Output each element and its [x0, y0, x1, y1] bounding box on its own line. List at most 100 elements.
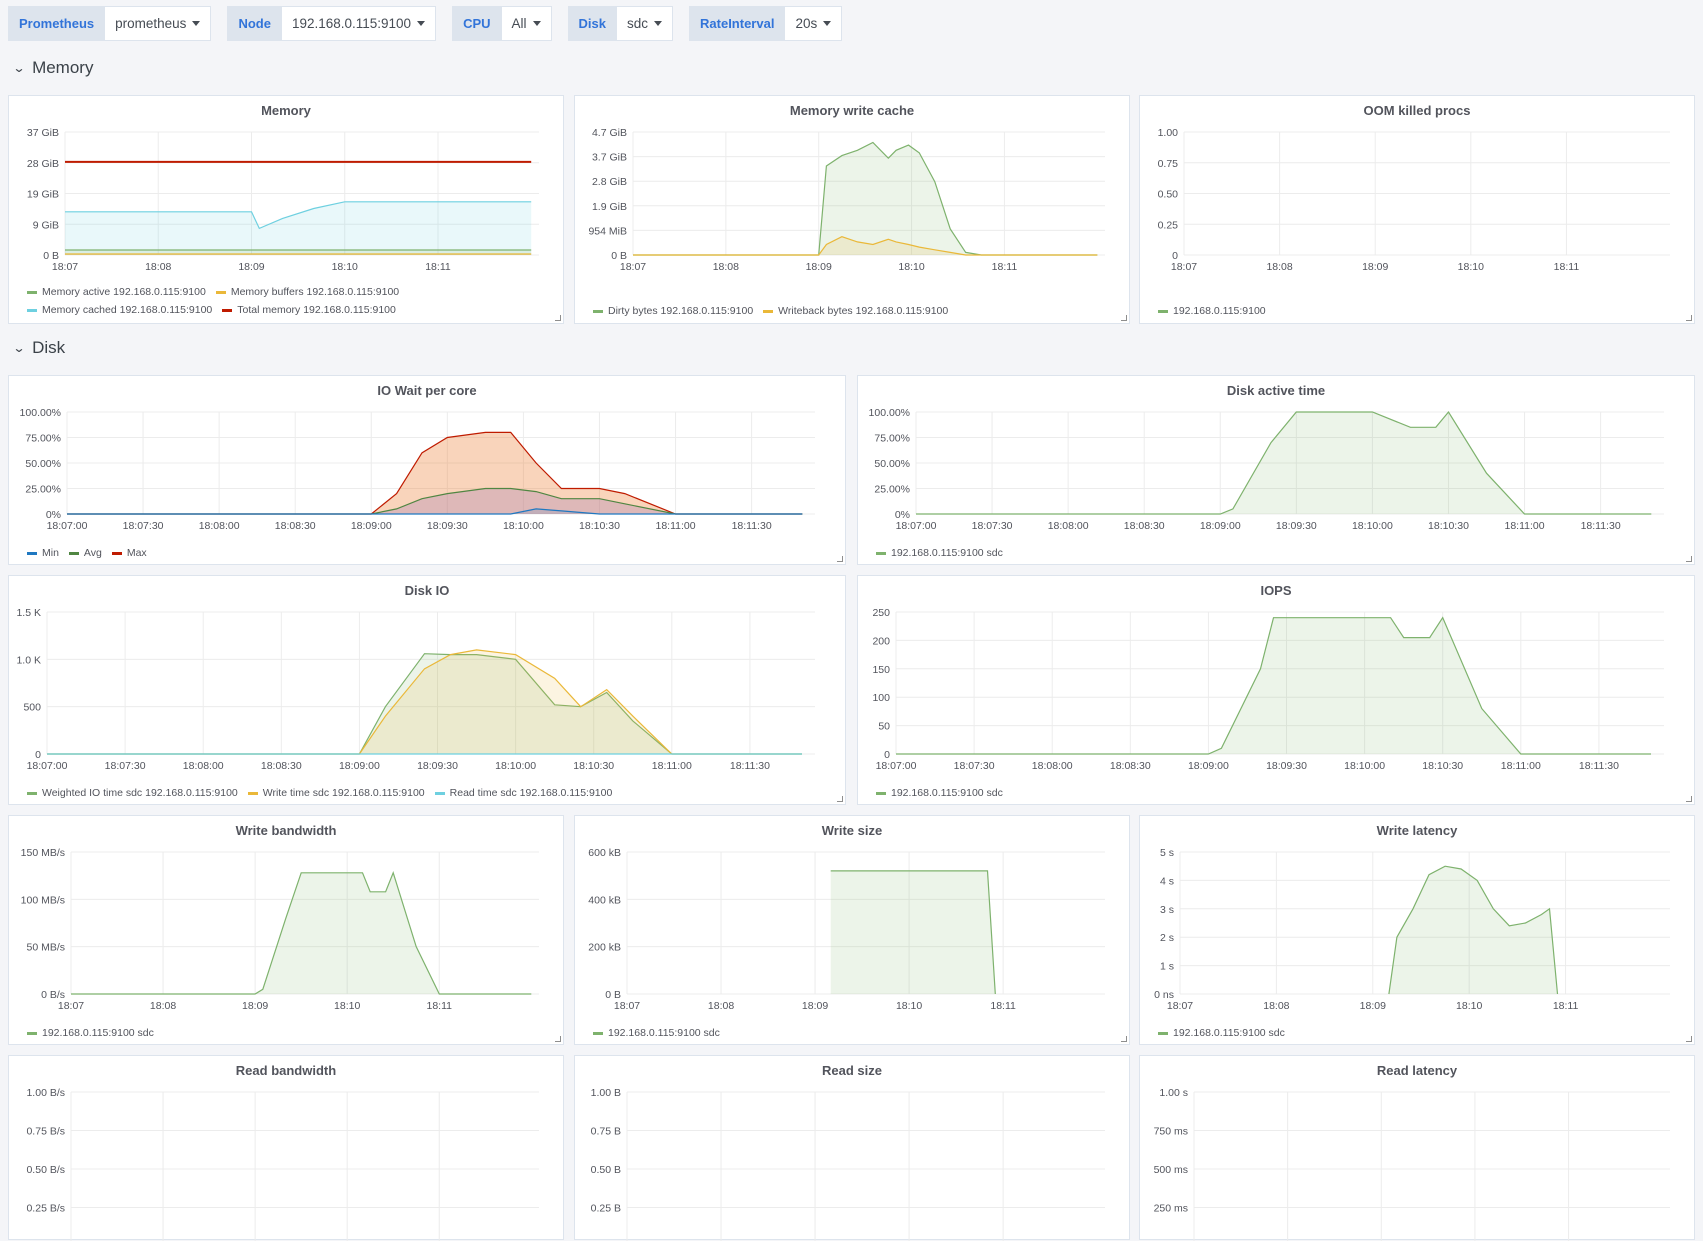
legend-item[interactable]: Memory active 192.168.0.115:9100	[27, 286, 206, 298]
panel-title[interactable]: Disk active time	[1226, 383, 1326, 398]
variable-dropdown[interactable]: sdc	[617, 6, 674, 41]
row-header-disk[interactable]: ⌄ Disk	[12, 338, 65, 358]
resize-handle[interactable]	[837, 556, 843, 562]
variable-dropdown[interactable]: All	[501, 6, 552, 41]
panel-read-bw[interactable]: Read bandwidth 1.00 B/s 0.75 B/s 0.50 B/s 0.…	[8, 1055, 564, 1241]
legend-label: Memory cached 192.168.0.115:9100	[42, 304, 213, 316]
panel-title[interactable]: Write bandwidth	[235, 823, 337, 838]
resize-handle[interactable]	[555, 1036, 561, 1042]
x-tick-label: 18:07	[58, 1000, 84, 1012]
caret-down-icon	[192, 21, 201, 26]
y-tick-label: 5 s	[1160, 847, 1174, 859]
panel-disk-active[interactable]: Disk active time 100.00% 75.00% 50.00% 25.00…	[857, 375, 1695, 565]
resize-handle[interactable]	[1686, 556, 1692, 562]
variable-rateinterval[interactable]: RateInterval 20s	[689, 6, 843, 41]
caret-down-icon	[654, 21, 663, 26]
panel-oom[interactable]: OOM killed procs 1.00 0.75 0.50 0.25 0 18:07 18…	[1139, 95, 1695, 324]
x-tick-label: 18:09	[1360, 1000, 1386, 1012]
legend-item[interactable]: Avg	[68, 547, 102, 559]
panel-write-size[interactable]: Write size 600 kB 400 kB 200 kB 0 B 18:07 18:0…	[574, 815, 1130, 1045]
series-line	[1388, 865, 1559, 995]
panel-read-latency[interactable]: Read latency 1.00 s 750 ms 500 ms 250 ms	[1139, 1055, 1695, 1241]
resize-handle[interactable]	[1121, 315, 1127, 321]
panel-read-size[interactable]: Read size 1.00 B 0.75 B 0.50 B 0.25 B	[574, 1055, 1130, 1241]
panel-write-bw[interactable]: Write bandwidth 150 MB/s 100 MB/s 50 MB/s 0 …	[8, 815, 564, 1045]
panel-title[interactable]: Write latency	[1376, 823, 1458, 838]
series-area	[916, 412, 1652, 514]
panel-iops[interactable]: IOPS 250 200 150 100 50 0 18:07:00 18:07:30 18:08…	[857, 575, 1695, 805]
variable-dropdown[interactable]: 20s	[785, 6, 843, 41]
resize-handle[interactable]	[837, 796, 843, 802]
x-tick-label: 18:11	[1554, 261, 1580, 273]
resize-handle[interactable]	[1686, 315, 1692, 321]
panel-title[interactable]: Memory write cache	[789, 103, 915, 118]
panel-title[interactable]: Read latency	[1376, 1063, 1458, 1078]
variable-dropdown[interactable]: 192.168.0.115:9100	[281, 6, 437, 41]
resize-handle[interactable]	[555, 315, 561, 321]
x-tick-label: 18:08	[708, 1000, 734, 1012]
panel-title[interactable]: Read size	[822, 1063, 882, 1078]
variable-node[interactable]: Node 192.168.0.115:9100	[227, 6, 437, 41]
legend-swatch	[876, 551, 886, 555]
legend-item[interactable]: 192.168.0.115:9100 sdc	[1158, 1027, 1285, 1039]
variable-prometheus[interactable]: Prometheus prometheus	[8, 6, 212, 41]
x-tick-label: 18:07	[1171, 261, 1197, 273]
x-tick-label: 18:09	[242, 1000, 268, 1012]
y-tick-label: 50.00%	[25, 458, 61, 470]
legend-item[interactable]: Memory buffers 192.168.0.115:9100	[215, 286, 399, 298]
y-tick-label: 0%	[46, 509, 61, 521]
panel-title[interactable]: Read bandwidth	[235, 1063, 337, 1078]
y-tick-label: 50.00%	[874, 458, 910, 470]
legend-item[interactable]: 192.168.0.115:9100 sdc	[27, 1027, 154, 1039]
legend-item[interactable]: Total memory 192.168.0.115:9100	[222, 304, 396, 316]
series-line	[67, 487, 803, 515]
legend-item[interactable]: 192.168.0.115:9100 sdc	[876, 787, 1003, 799]
legend-item[interactable]: Max	[111, 547, 147, 559]
y-tick-label: 25.00%	[25, 484, 61, 496]
legend-label: 192.168.0.115:9100 sdc	[891, 547, 1003, 559]
variable-cpu[interactable]: CPU All	[452, 6, 552, 41]
panel-title[interactable]: Write size	[821, 823, 883, 838]
panel-title[interactable]: IOPS	[1260, 583, 1292, 598]
legend-item[interactable]: 192.168.0.115:9100 sdc	[876, 547, 1003, 559]
legend-item[interactable]: Write time sdc 192.168.0.115:9100	[247, 787, 425, 799]
x-tick-label: 18:08:30	[1110, 760, 1151, 772]
legend-item[interactable]: 192.168.0.115:9100 sdc	[593, 1027, 720, 1039]
legend-item[interactable]: Writeback bytes 192.168.0.115:9100	[763, 305, 948, 317]
legend-item[interactable]: Memory cached 192.168.0.115:9100	[27, 304, 212, 316]
series-area	[1388, 866, 1558, 994]
resize-handle[interactable]	[1121, 1036, 1127, 1042]
panel-title[interactable]: IO Wait per core	[377, 383, 477, 398]
panel-title[interactable]: Memory	[261, 103, 311, 118]
panel-disk-io[interactable]: Disk IO 1.5 K 1.0 K 500 0 18:07:00 18:07:30 18:…	[8, 575, 846, 805]
caret-down-icon	[532, 21, 541, 26]
legend-item[interactable]: Min	[27, 547, 59, 559]
y-tick-label: 37 GiB	[27, 127, 59, 139]
panel-io-wait[interactable]: IO Wait per core 100.00% 75.00% 50.00% 25.00…	[8, 375, 846, 565]
x-tick-label: 18:08:00	[183, 760, 224, 772]
resize-handle[interactable]	[1686, 1036, 1692, 1042]
panel-title[interactable]: Disk IO	[404, 583, 450, 598]
x-tick-label: 18:08:00	[1048, 520, 1089, 532]
x-tick-label: 18:09:00	[1200, 520, 1241, 532]
legend-item[interactable]: Dirty bytes 192.168.0.115:9100	[593, 305, 753, 317]
legend-row: 192.168.0.115:9100 sdc	[876, 784, 1013, 802]
panel-memory[interactable]: Memory 37 GiB 28 GiB 19 GiB 9 GiB 0 B 18:07 18:…	[8, 95, 564, 324]
series-area	[67, 432, 803, 514]
x-tick-label: 18:10	[1458, 261, 1484, 273]
y-tick-label: 0.75	[1158, 158, 1179, 170]
legend-label: Write time sdc 192.168.0.115:9100	[262, 787, 425, 799]
y-tick-label: 4.7 GiB	[592, 127, 627, 139]
row-header-memory[interactable]: ⌄ Memory	[12, 58, 93, 78]
panel-write-latency[interactable]: Write latency 5 s 4 s 3 s 2 s 1 s 0 ns 18:07 18:…	[1139, 815, 1695, 1045]
x-tick-label: 18:10	[332, 261, 358, 273]
variable-disk[interactable]: Disk sdc	[567, 6, 674, 41]
variable-dropdown[interactable]: prometheus	[105, 6, 212, 41]
resize-handle[interactable]	[1686, 796, 1692, 802]
panel-memory-write-cache[interactable]: Memory write cache 4.7 GiB 3.7 GiB 2.8 GiB 1…	[574, 95, 1130, 324]
series-line	[65, 201, 532, 230]
legend-item[interactable]: Weighted IO time sdc 192.168.0.115:9100	[27, 787, 238, 799]
panel-title[interactable]: OOM killed procs	[1363, 103, 1471, 118]
legend-item[interactable]: 192.168.0.115:9100	[1158, 305, 1266, 317]
legend-item[interactable]: Read time sdc 192.168.0.115:9100	[434, 787, 612, 799]
